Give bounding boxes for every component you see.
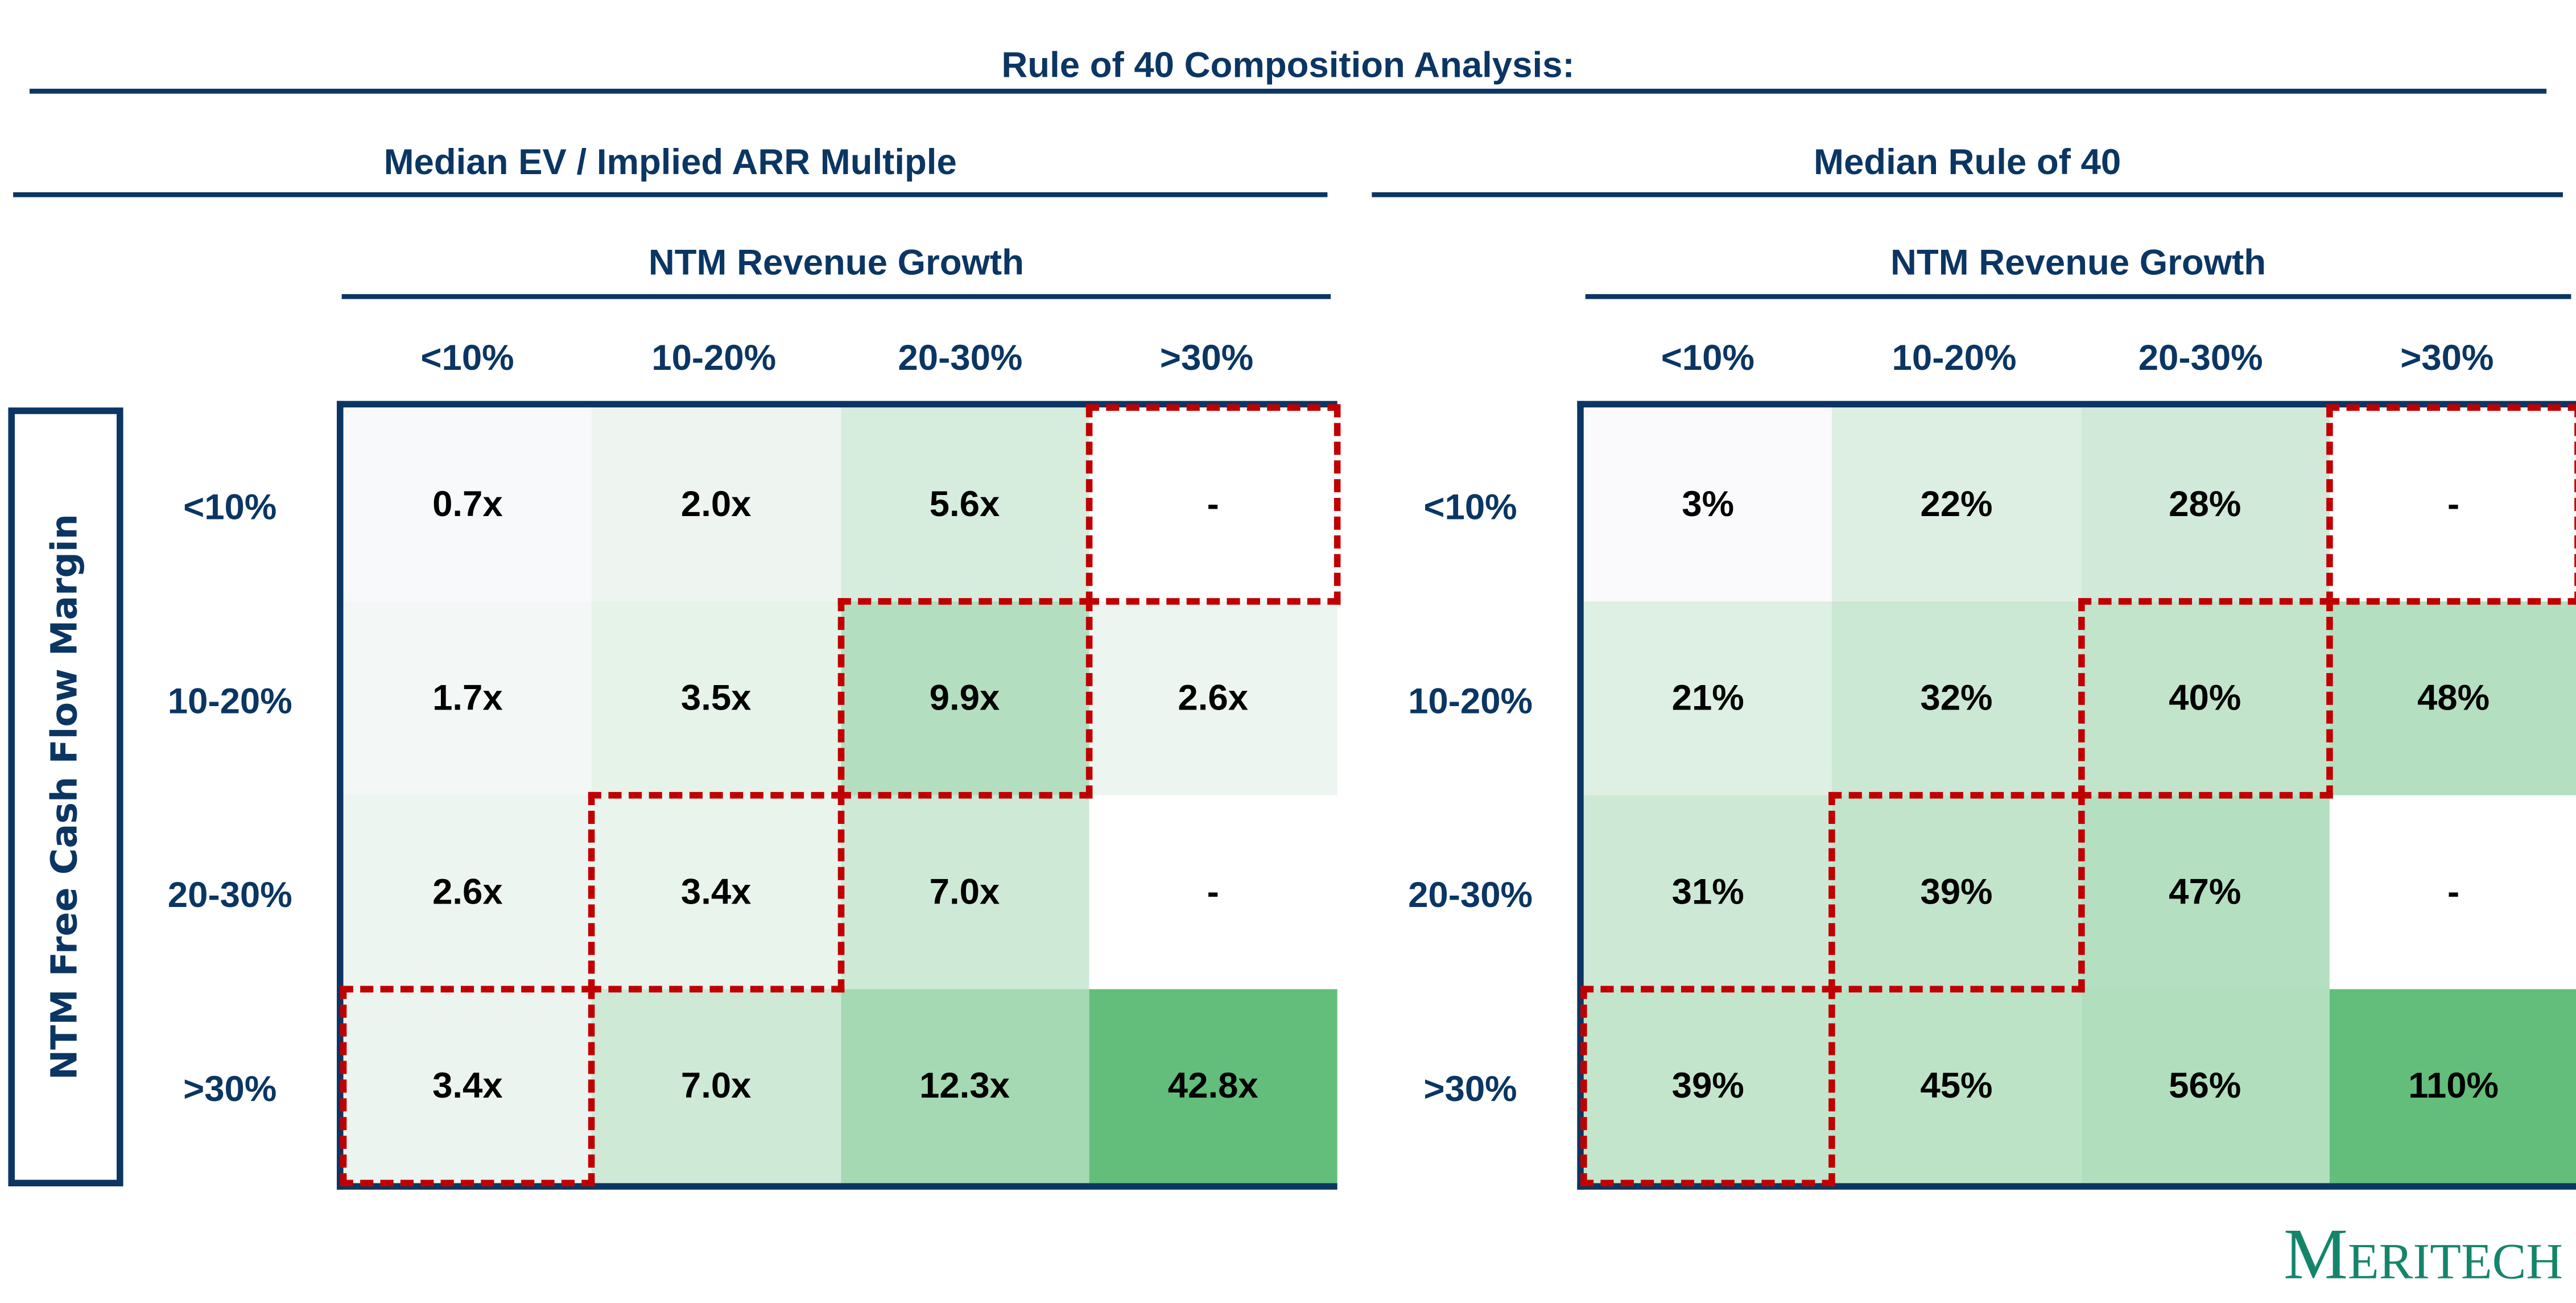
- row-header: 20-30%: [1408, 874, 1533, 916]
- figure-title: Rule of 40 Composition Analysis:: [1001, 44, 1575, 86]
- heatmap-cell: 7.0x: [592, 989, 841, 1184]
- heatmap-cell: 28%: [2080, 407, 2330, 601]
- heatmap-cell: 47%: [2080, 795, 2330, 989]
- panel-title: Median Rule of 40: [1814, 141, 2121, 183]
- row-header: 10-20%: [1408, 680, 1533, 721]
- column-header: >30%: [1159, 336, 1254, 378]
- heatmap-cell: 21%: [1583, 601, 1832, 795]
- y-axis-label-box: NTM Free Cash Flow Margin: [8, 407, 123, 1186]
- heatmap-cell: 2.6x: [343, 795, 592, 989]
- heatmap-cell: 0.7x: [343, 407, 592, 601]
- row-header: >30%: [183, 1068, 277, 1110]
- heatmap-cell-highlighted: 39%: [1828, 791, 2084, 993]
- column-header: 10-20%: [1892, 336, 2017, 378]
- row-header: 10-20%: [167, 680, 292, 721]
- column-header: >30%: [2400, 336, 2494, 378]
- heatmap-cell: 42.8x: [1088, 989, 1337, 1184]
- heatmap-cell: 1.7x: [343, 601, 592, 795]
- column-header: <10%: [420, 336, 514, 378]
- y-axis-label: NTM Free Cash Flow Margin: [45, 514, 86, 1081]
- heatmap-cell: 5.6x: [840, 407, 1089, 601]
- x-axis-label: NTM Revenue Growth: [648, 241, 1024, 283]
- heatmap-cell: 7.0x: [840, 795, 1089, 989]
- heatmap-cell: 45%: [1832, 989, 2081, 1184]
- heatmap-cell-highlighted: 40%: [2077, 598, 2333, 799]
- panel-title-divider: [1372, 192, 2563, 197]
- heatmap-cell-highlighted: -: [1085, 404, 1341, 605]
- heatmap-cell: -: [1088, 795, 1337, 989]
- heatmap-cell: -: [2329, 795, 2576, 989]
- row-header: >30%: [1423, 1068, 1517, 1110]
- row-header: <10%: [1423, 486, 1517, 527]
- heatmap-cell-highlighted: 3.4x: [588, 791, 844, 993]
- meritech-logo: Meritech: [2284, 1214, 2563, 1295]
- column-header: 20-30%: [2138, 336, 2263, 378]
- x-axis-divider: [341, 294, 1331, 299]
- heatmap-grid: 3% 22% 28% -21% 32% 40% 48% 31% 39% 47% -39% 45% 56%…: [1577, 401, 2576, 1190]
- column-header: 10-20%: [651, 336, 777, 378]
- column-header: 20-30%: [898, 336, 1023, 378]
- row-header: 20-30%: [167, 874, 292, 916]
- row-header: <10%: [183, 486, 277, 527]
- panel-title: Median EV / Implied ARR Multiple: [383, 141, 957, 183]
- heatmap-cell: 32%: [1832, 601, 2081, 795]
- heatmap-cell: 31%: [1583, 795, 1832, 989]
- heatmap-cell-highlighted: 3.4x: [340, 986, 596, 1186]
- heatmap-cell: 2.6x: [1088, 601, 1337, 795]
- heatmap-cell: 2.0x: [592, 407, 841, 601]
- heatmap-cell-highlighted: 9.9x: [837, 598, 1093, 799]
- x-axis-label: NTM Revenue Growth: [1890, 241, 2267, 283]
- title-divider: [29, 88, 2547, 94]
- heatmap-cell: 110%: [2329, 989, 2576, 1184]
- panel-title-divider: [13, 192, 1328, 197]
- heatmap-cell: 3%: [1583, 407, 1832, 601]
- heatmap-cell: 56%: [2080, 989, 2330, 1184]
- x-axis-divider: [1585, 294, 2571, 299]
- heatmap-cell: 3.5x: [592, 601, 841, 795]
- heatmap-cell: 22%: [1832, 407, 2081, 601]
- heatmap-cell: 48%: [2329, 601, 2576, 795]
- column-header: <10%: [1661, 336, 1755, 378]
- heatmap-grid: 0.7x 2.0x 5.6x -1.7x 3.5x 9.9x 2.6x 2.6x 3.4x 7.0…: [336, 401, 1341, 1190]
- heatmap-cell-highlighted: -: [2326, 404, 2576, 605]
- heatmap-cell: 12.3x: [840, 989, 1089, 1184]
- heatmap-cell-highlighted: 39%: [1580, 986, 1836, 1186]
